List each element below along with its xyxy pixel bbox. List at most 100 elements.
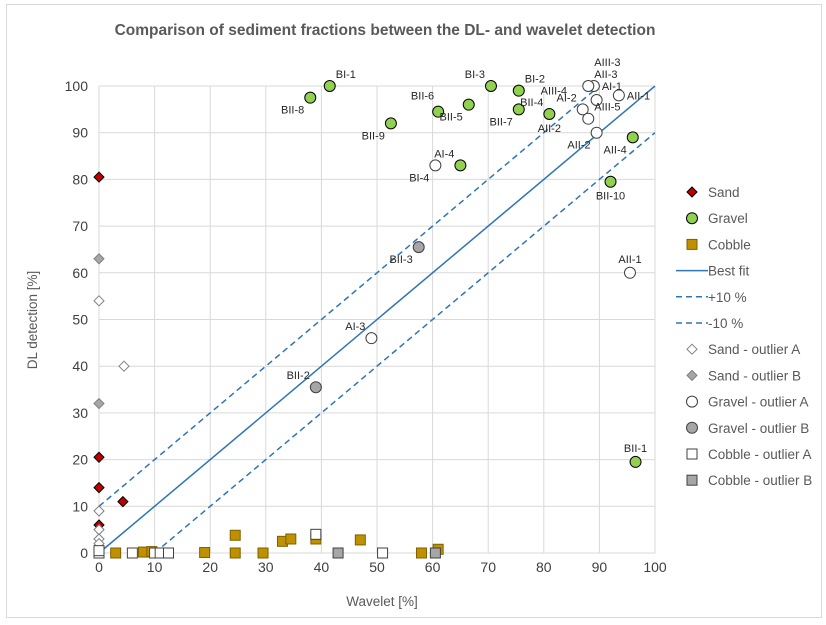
x-axis-ticks: 0 10 20 30 40 50 60 70 80 90 100	[95, 559, 667, 575]
x-tick-label: 20	[202, 559, 218, 575]
legend-label-sand: Sand	[708, 185, 740, 200]
legend-swatch-gravel	[686, 212, 698, 225]
point-gravel	[626, 131, 639, 144]
y-tick-label: 100	[65, 78, 89, 94]
point-sand	[93, 481, 105, 494]
point-gravel	[512, 103, 525, 116]
y-tick-label: 10	[72, 498, 88, 514]
point-label: BII-3	[389, 254, 412, 266]
point-gravel	[484, 80, 497, 92]
point-gravel	[323, 80, 336, 92]
point-cobble	[257, 547, 269, 559]
point-gravel	[384, 117, 397, 130]
point-label: BII-5	[440, 112, 463, 124]
point-label: BII-2	[287, 370, 310, 382]
line-10	[98, 85, 600, 507]
fit-lines	[98, 85, 656, 554]
point-cobble-outlier-a	[93, 545, 105, 557]
point-label: BI-3	[465, 69, 485, 81]
y-tick-label: 20	[72, 452, 88, 468]
y-tick-label: 70	[72, 218, 88, 234]
chart-frame: Comparison of sediment fractions between…	[6, 4, 822, 618]
legend-swatch-sand-outlier-b	[686, 369, 698, 382]
x-tick-label: 30	[258, 559, 274, 575]
legend-label-10: +10 %	[708, 290, 747, 305]
x-tick-label: 40	[314, 559, 330, 575]
scatter-chart: Comparison of sediment fractions between…	[25, 22, 812, 609]
point-cobble	[354, 534, 366, 546]
y-tick-label: 30	[72, 405, 88, 421]
point-sand-outlier-a	[93, 505, 105, 517]
point-cobble-outlier-b	[332, 547, 344, 559]
point-gravel	[629, 455, 642, 468]
point-label: BII-8	[281, 105, 304, 117]
data-points	[93, 80, 642, 559]
x-tick-label: 60	[425, 559, 441, 575]
point-label: BII-7	[490, 116, 513, 128]
point-gravel-outlier-a	[582, 80, 595, 92]
y-tick-label: 90	[72, 125, 88, 141]
legend-label-cobble-outlier-b: Cobble - outlier B	[708, 473, 812, 488]
legend-label-10: -10 %	[708, 316, 743, 331]
point-gravel	[604, 175, 617, 188]
legend-label-cobble: Cobble	[708, 237, 751, 252]
point-cobble	[229, 547, 241, 559]
y-axis-label: DL detection [%]	[25, 271, 40, 370]
point-cobble-outlier-a	[126, 547, 138, 559]
point-sand-outlier-a	[93, 295, 105, 307]
point-cobble	[199, 547, 211, 559]
y-tick-label: 50	[72, 312, 88, 328]
point-label: AI-3	[345, 321, 365, 333]
point-gravel-outlier-b	[412, 241, 425, 254]
point-gravel	[543, 108, 556, 121]
point-label: AII-2	[567, 140, 590, 152]
point-label: BI-2	[525, 74, 545, 86]
point-cobble-outlier-b	[429, 547, 441, 559]
line-10	[154, 132, 656, 554]
point-label: AI-1	[602, 81, 622, 93]
point-label: AII-1	[618, 254, 641, 266]
point-gravel	[304, 91, 317, 104]
point-label: AII-2	[538, 123, 561, 135]
point-sand	[93, 171, 105, 183]
legend-label-best-fit: Best fit	[708, 264, 750, 279]
point-cobble	[285, 533, 297, 545]
legend-swatch-gravel-outlier-a	[686, 395, 698, 408]
point-sand-outlier-a	[118, 360, 130, 372]
chart-title: Comparison of sediment fractions between…	[115, 22, 656, 39]
point-gravel-outlier-a	[590, 126, 603, 139]
y-tick-label: 60	[72, 265, 88, 281]
x-tick-label: 70	[480, 559, 496, 575]
point-gravel	[432, 105, 445, 118]
point-label: BII-9	[362, 130, 385, 142]
point-label: AIII-5	[594, 102, 620, 114]
point-gravel-outlier-b	[309, 381, 322, 394]
legend-swatch-cobble-outlier-b	[686, 474, 698, 486]
y-tick-label: 0	[80, 545, 88, 561]
x-tick-label: 10	[147, 559, 163, 575]
point-label: AIII-4	[541, 86, 567, 98]
legend-label-sand-outlier-b: Sand - outlier B	[708, 368, 801, 383]
legend-label-gravel-outlier-b: Gravel - outlier B	[708, 421, 809, 436]
point-gravel-outlier-a	[623, 266, 636, 279]
x-tick-label: 50	[369, 559, 385, 575]
point-label: AIII-3	[594, 57, 620, 69]
point-label: BI-1	[336, 69, 356, 81]
point-gravel-outlier-a	[429, 159, 442, 172]
point-sand	[117, 495, 129, 508]
y-tick-label: 80	[72, 171, 88, 187]
legend-label-sand-outlier-a: Sand - outlier A	[708, 342, 800, 357]
legend-swatch-cobble-outlier-a	[686, 448, 698, 460]
point-cobble-outlier-a	[163, 547, 174, 559]
x-tick-label: 100	[643, 559, 667, 575]
legend-swatch-sand-outlier-a	[686, 343, 698, 355]
point-label: AII-1	[627, 90, 650, 102]
point-gravel-outlier-a	[612, 89, 625, 102]
point-cobble	[229, 529, 241, 541]
y-tick-label: 40	[72, 358, 88, 374]
legend-label-gravel: Gravel	[708, 211, 748, 226]
x-tick-label: 90	[592, 559, 608, 575]
point-gravel	[512, 84, 525, 97]
y-axis-ticks: 0 10 20 30 40 50 60 70 80 90 100	[65, 78, 89, 561]
